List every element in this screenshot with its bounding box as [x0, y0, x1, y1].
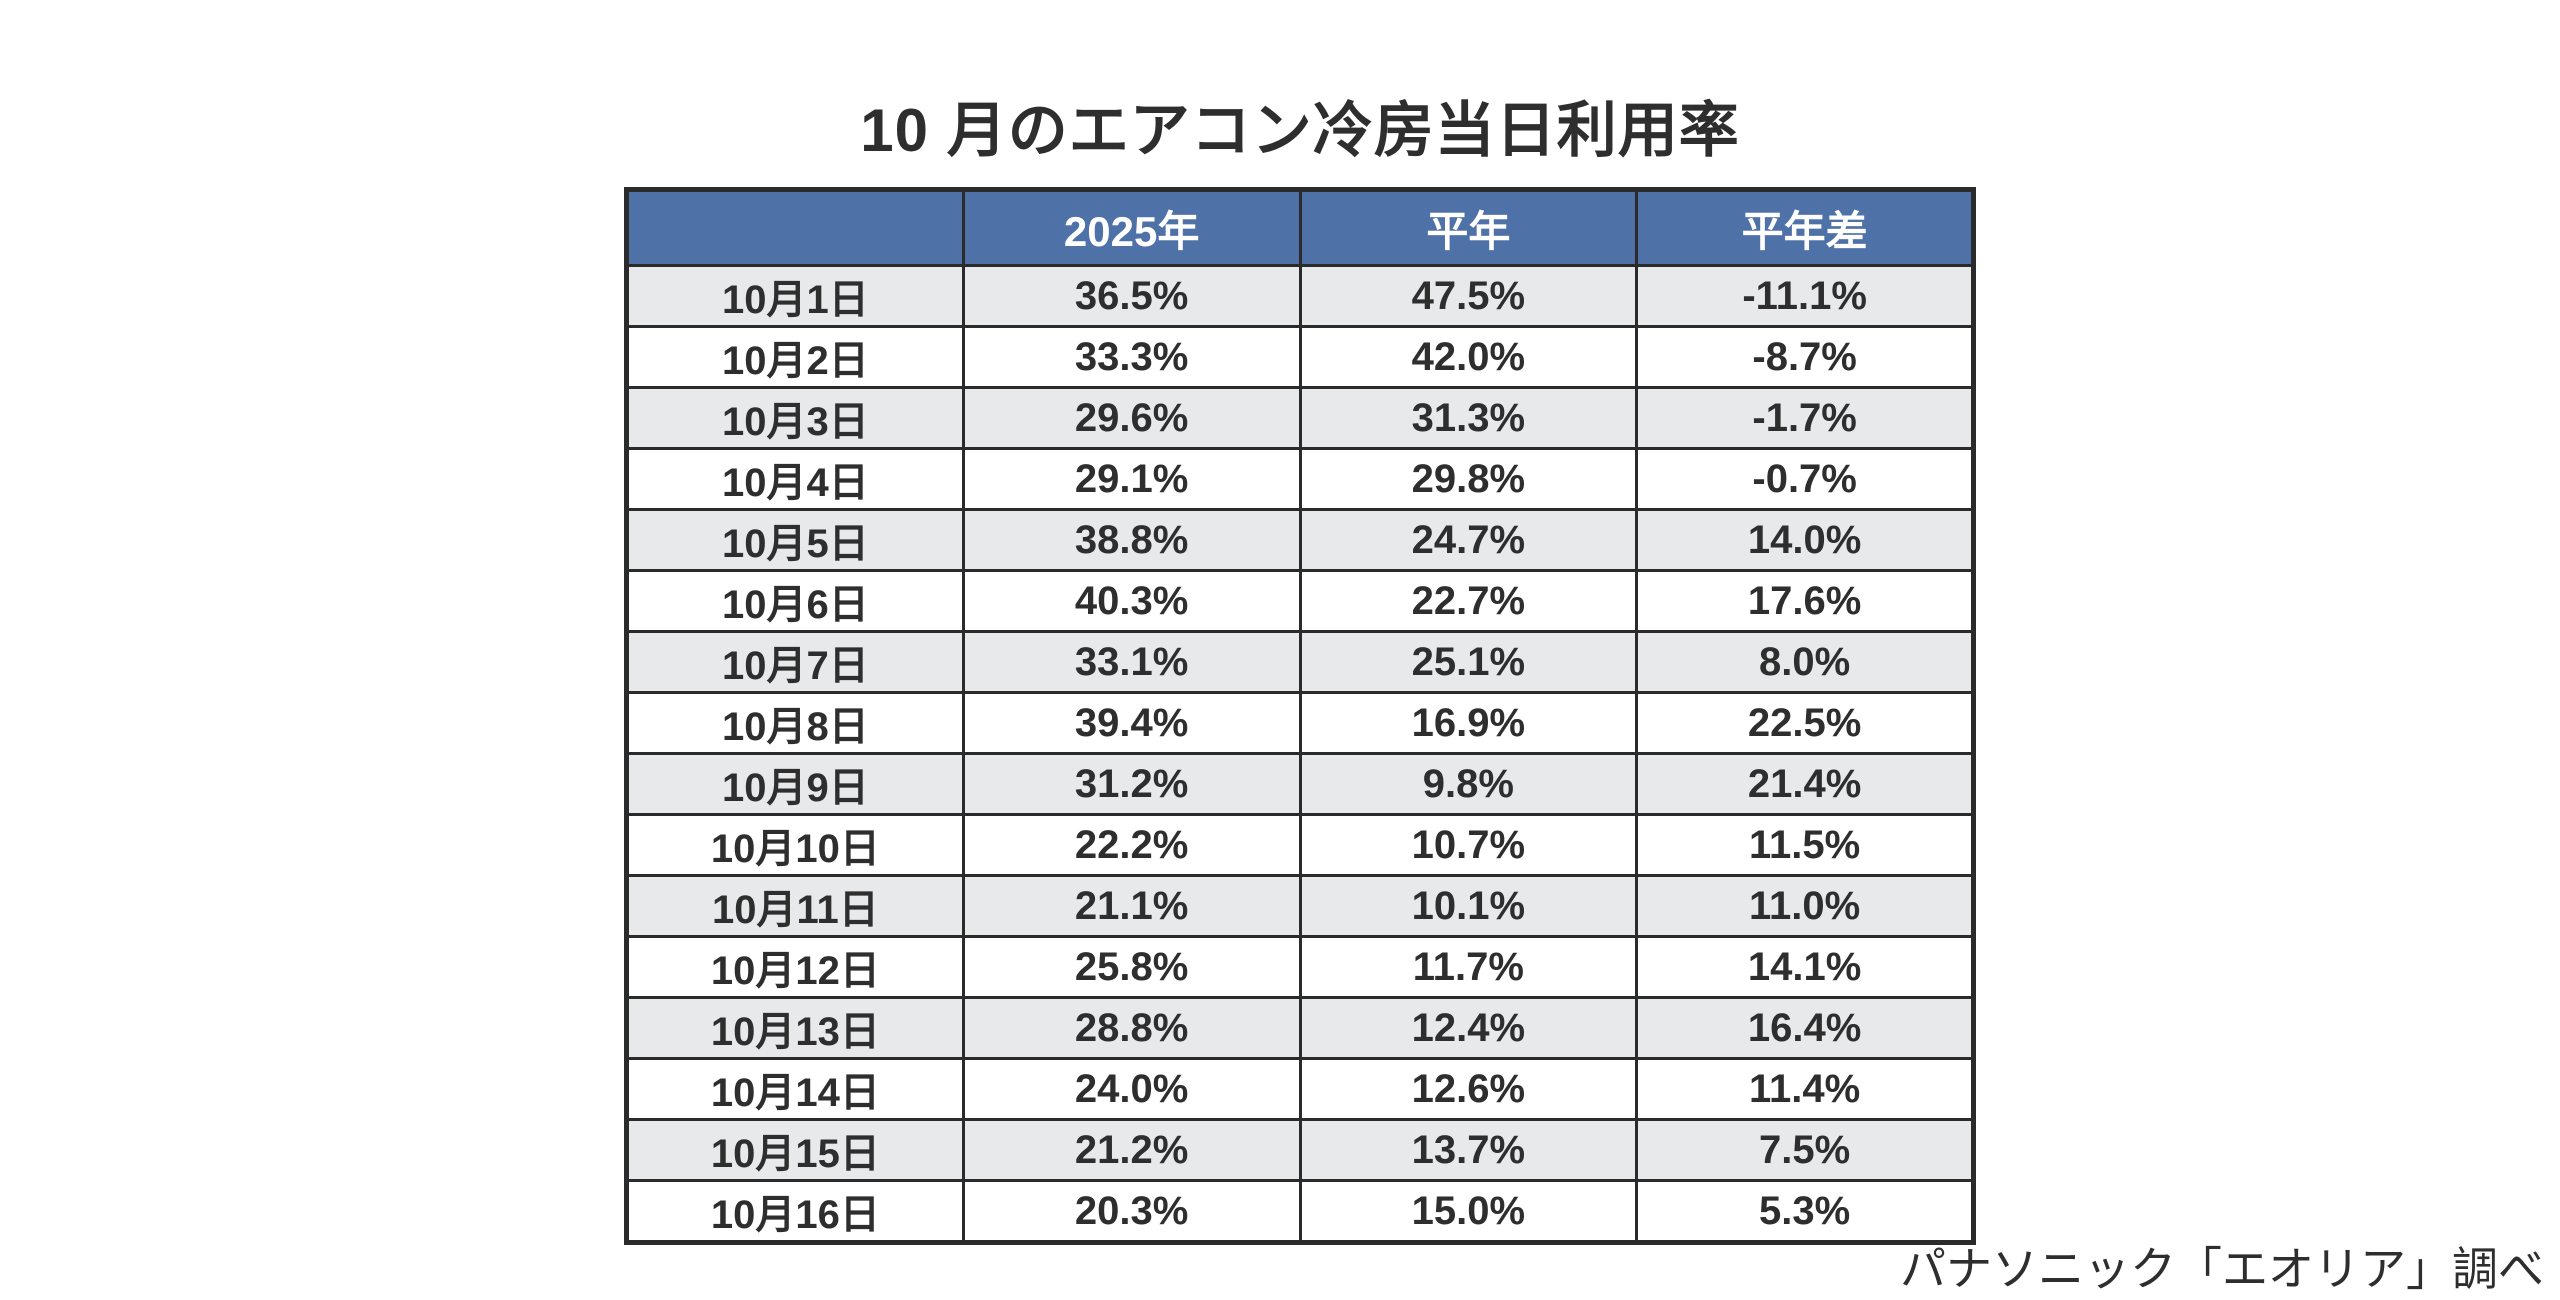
- cell-date: 10月5日: [625, 508, 965, 572]
- cell-diff-rate: 21.4%: [1635, 752, 1975, 816]
- cell-date: 10月15日: [625, 1118, 965, 1182]
- cell-2025-rate: 29.1%: [961, 447, 1302, 511]
- table-row: 10月14日 24.0% 12.6% 11.4%: [625, 1057, 1975, 1121]
- table-row: 10月1日 36.5% 47.5% -11.1%: [625, 264, 1975, 328]
- cell-normal-year-rate: 42.0%: [1298, 325, 1639, 389]
- cell-normal-year-rate: 15.0%: [1298, 1179, 1639, 1244]
- source-note: パナソニック「エオリア」調べ: [1900, 1243, 2544, 1295]
- cell-date: 10月10日: [625, 813, 965, 877]
- cell-date: 10月16日: [625, 1179, 965, 1244]
- cell-diff-rate: 14.0%: [1635, 508, 1975, 572]
- table-row: 10月9日 31.2% 9.8% 21.4%: [625, 752, 1975, 816]
- cell-date: 10月8日: [625, 691, 965, 755]
- cell-normal-year-rate: 47.5%: [1298, 264, 1639, 328]
- cell-date: 10月1日: [625, 264, 965, 328]
- table-row: 10月11日 21.1% 10.1% 11.0%: [625, 874, 1975, 938]
- cell-2025-rate: 33.1%: [961, 630, 1302, 694]
- cell-date: 10月6日: [625, 569, 965, 633]
- cell-normal-year-rate: 16.9%: [1298, 691, 1639, 755]
- cell-normal-year-rate: 12.6%: [1298, 1057, 1639, 1121]
- usage-table-header: 2025年 平年 平年差: [625, 188, 1975, 267]
- table-row: 10月12日 25.8% 11.7% 14.1%: [625, 935, 1975, 999]
- table-row: 10月15日 21.2% 13.7% 7.5%: [625, 1118, 1975, 1182]
- header-row: 2025年 平年 平年差: [625, 188, 1975, 267]
- cell-2025-rate: 33.3%: [961, 325, 1302, 389]
- cell-date: 10月3日: [625, 386, 965, 450]
- cell-normal-year-rate: 24.7%: [1298, 508, 1639, 572]
- cell-diff-rate: 16.4%: [1635, 996, 1975, 1060]
- usage-table-body: 10月1日 36.5% 47.5% -11.1% 10月2日 33.3% 42.…: [625, 264, 1975, 1244]
- table-row: 10月2日 33.3% 42.0% -8.7%: [625, 325, 1975, 389]
- cell-2025-rate: 36.5%: [961, 264, 1302, 328]
- cell-date: 10月12日: [625, 935, 965, 999]
- cell-date: 10月7日: [625, 630, 965, 694]
- cell-2025-rate: 39.4%: [961, 691, 1302, 755]
- cell-diff-rate: 5.3%: [1635, 1179, 1975, 1244]
- cell-normal-year-rate: 22.7%: [1298, 569, 1639, 633]
- cell-date: 10月2日: [625, 325, 965, 389]
- cell-normal-year-rate: 13.7%: [1298, 1118, 1639, 1182]
- cell-diff-rate: 17.6%: [1635, 569, 1975, 633]
- table-row: 10月6日 40.3% 22.7% 17.6%: [625, 569, 1975, 633]
- column-header-normal-year: 平年: [1298, 188, 1639, 267]
- table-row: 10月13日 28.8% 12.4% 16.4%: [625, 996, 1975, 1060]
- cell-normal-year-rate: 10.7%: [1298, 813, 1639, 877]
- cell-diff-rate: -1.7%: [1635, 386, 1975, 450]
- cell-2025-rate: 28.8%: [961, 996, 1302, 1060]
- cell-diff-rate: 11.4%: [1635, 1057, 1975, 1121]
- cell-diff-rate: 22.5%: [1635, 691, 1975, 755]
- cell-normal-year-rate: 10.1%: [1298, 874, 1639, 938]
- page-title: 10 月のエアコン冷房当日利用率: [860, 97, 1740, 164]
- cell-normal-year-rate: 25.1%: [1298, 630, 1639, 694]
- column-header-diff: 平年差: [1635, 188, 1975, 267]
- cell-normal-year-rate: 9.8%: [1298, 752, 1639, 816]
- cell-2025-rate: 24.0%: [961, 1057, 1302, 1121]
- table-row: 10月4日 29.1% 29.8% -0.7%: [625, 447, 1975, 511]
- table-row: 10月7日 33.1% 25.1% 8.0%: [625, 630, 1975, 694]
- cell-diff-rate: 11.5%: [1635, 813, 1975, 877]
- column-header-date: [625, 188, 965, 267]
- cell-2025-rate: 21.2%: [961, 1118, 1302, 1182]
- cell-date: 10月9日: [625, 752, 965, 816]
- cell-2025-rate: 21.1%: [961, 874, 1302, 938]
- cell-2025-rate: 29.6%: [961, 386, 1302, 450]
- cell-2025-rate: 20.3%: [961, 1179, 1302, 1244]
- cell-2025-rate: 40.3%: [961, 569, 1302, 633]
- cell-diff-rate: 11.0%: [1635, 874, 1975, 938]
- table-row: 10月5日 38.8% 24.7% 14.0%: [625, 508, 1975, 572]
- cell-date: 10月14日: [625, 1057, 965, 1121]
- cell-normal-year-rate: 31.3%: [1298, 386, 1639, 450]
- cell-diff-rate: 8.0%: [1635, 630, 1975, 694]
- cell-normal-year-rate: 11.7%: [1298, 935, 1639, 999]
- cell-2025-rate: 25.8%: [961, 935, 1302, 999]
- cell-2025-rate: 31.2%: [961, 752, 1302, 816]
- cell-date: 10月13日: [625, 996, 965, 1060]
- column-header-2025: 2025年: [961, 188, 1302, 267]
- usage-rate-table: 2025年 平年 平年差 10月1日 36.5% 47.5% -11.1% 10…: [624, 187, 1976, 1245]
- cell-diff-rate: 7.5%: [1635, 1118, 1975, 1182]
- cell-diff-rate: -8.7%: [1635, 325, 1975, 389]
- cell-diff-rate: -11.1%: [1635, 264, 1975, 328]
- cell-2025-rate: 38.8%: [961, 508, 1302, 572]
- cell-diff-rate: 14.1%: [1635, 935, 1975, 999]
- table-row: 10月10日 22.2% 10.7% 11.5%: [625, 813, 1975, 877]
- cell-date: 10月4日: [625, 447, 965, 511]
- table-row: 10月8日 39.4% 16.9% 22.5%: [625, 691, 1975, 755]
- table-row: 10月16日 20.3% 15.0% 5.3%: [625, 1179, 1975, 1244]
- cell-2025-rate: 22.2%: [961, 813, 1302, 877]
- cell-normal-year-rate: 29.8%: [1298, 447, 1639, 511]
- cell-normal-year-rate: 12.4%: [1298, 996, 1639, 1060]
- cell-date: 10月11日: [625, 874, 965, 938]
- table-row: 10月3日 29.6% 31.3% -1.7%: [625, 386, 1975, 450]
- cell-diff-rate: -0.7%: [1635, 447, 1975, 511]
